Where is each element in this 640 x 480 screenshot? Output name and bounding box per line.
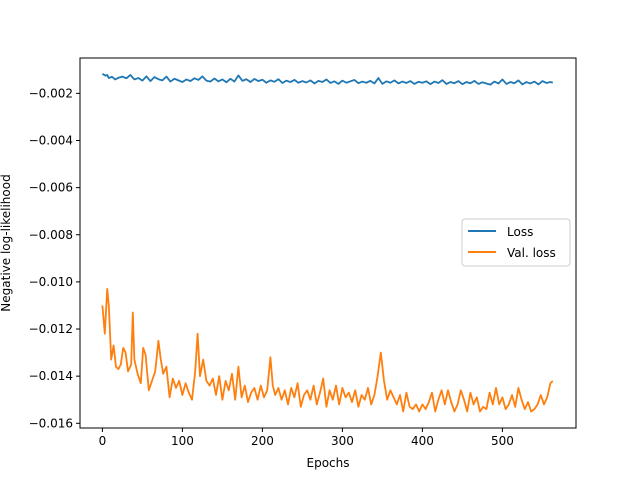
x-ticks: 0 100 200 300 400 500 xyxy=(99,428,514,448)
x-tick-label: 0 xyxy=(99,434,107,448)
x-axis-label: Epochs xyxy=(307,456,350,470)
legend-label-val-loss: Val. loss xyxy=(507,246,556,260)
y-ticks: −0.002 −0.004 −0.006 −0.008 −0.010 −0.012 −0.0… xyxy=(29,86,80,430)
y-tick-label: −0.016 xyxy=(29,416,73,430)
series-layer xyxy=(101,73,554,413)
y-axis-label: Negative log-likelihood xyxy=(0,174,13,311)
y-tick-label: −0.006 xyxy=(29,181,73,195)
series-line-val-loss xyxy=(101,288,554,413)
y-tick-label: −0.004 xyxy=(29,133,73,147)
series-line-loss xyxy=(101,73,554,86)
plot-frame xyxy=(79,57,577,429)
legend-label-loss: Loss xyxy=(507,225,533,239)
x-tick-label: 500 xyxy=(491,434,514,448)
x-tick-label: 200 xyxy=(251,434,274,448)
x-tick-label: 300 xyxy=(331,434,354,448)
y-tick-label: −0.012 xyxy=(29,322,73,336)
y-tick-label: −0.008 xyxy=(29,228,73,242)
y-tick-label: −0.014 xyxy=(29,369,73,383)
y-tick-label: −0.002 xyxy=(29,86,73,100)
x-tick-label: 400 xyxy=(411,434,434,448)
y-tick-label: −0.010 xyxy=(29,275,73,289)
legend: Loss Val. loss xyxy=(461,218,571,267)
x-tick-label: 100 xyxy=(171,434,194,448)
